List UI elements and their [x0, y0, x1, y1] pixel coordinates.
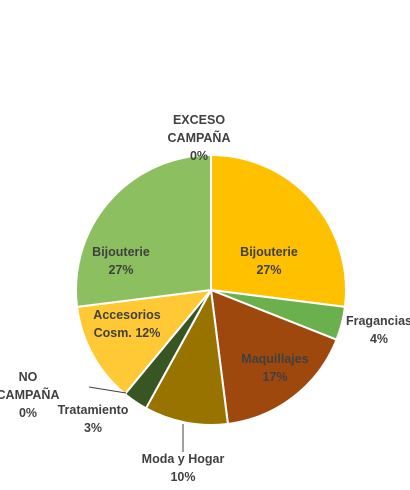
slice-label-line: 10% [170, 470, 195, 484]
slice-label-6: Accesorios Cosm. 12% [93, 308, 160, 340]
slice-label-line: Fragancias [346, 314, 410, 328]
slice-label-line: 4% [370, 332, 388, 346]
slice-label-3: Moda y Hogar 10% [142, 452, 225, 484]
pie-slice-7 [75, 153, 212, 309]
slice-label-0: Bijouterie 27% [240, 245, 298, 277]
slice-label-5: Tratamiento 3% [58, 403, 129, 435]
slice-label-line: EXCESO [173, 113, 225, 127]
pie-slice-2 [209, 288, 338, 426]
slice-label-line: Bijouterie [92, 245, 150, 259]
slice-label-line: 3% [84, 421, 102, 435]
slice-label-2: Maquillajes 17% [241, 352, 308, 384]
slice-label-line: Moda y Hogar [142, 452, 225, 466]
slice-label-line: Cosm. 12% [94, 326, 161, 340]
slice-label-line: Accesorios [93, 308, 160, 322]
slice-label-7: Bijouterie 27% [92, 245, 150, 277]
slice-label-8: EXCESO CAMPAÑA 0% [168, 113, 231, 163]
slice-label-4: NO CAMPAÑA 0% [0, 370, 59, 420]
slice-label-line: 17% [262, 370, 287, 384]
slice-label-line: 0% [19, 406, 37, 420]
slice-label-line: Tratamiento [58, 403, 129, 417]
slice-label-line: CAMPAÑA [168, 130, 231, 145]
pie-slice-3 [144, 286, 230, 426]
slice-label-line: NO [19, 370, 38, 384]
pie-slice-6 [75, 288, 214, 396]
slice-label-line: Bijouterie [240, 245, 298, 259]
slice-label-line: CAMPAÑA [0, 387, 59, 402]
leader-line-4 [88, 386, 127, 394]
slice-label-1: Fragancias 4% [346, 314, 410, 346]
slice-label-line: Maquillajes [241, 352, 308, 366]
pie-slice-0 [210, 153, 347, 309]
slice-label-line: 27% [108, 263, 133, 277]
slice-label-line: 0% [190, 149, 208, 163]
slice-label-line: 27% [256, 263, 281, 277]
